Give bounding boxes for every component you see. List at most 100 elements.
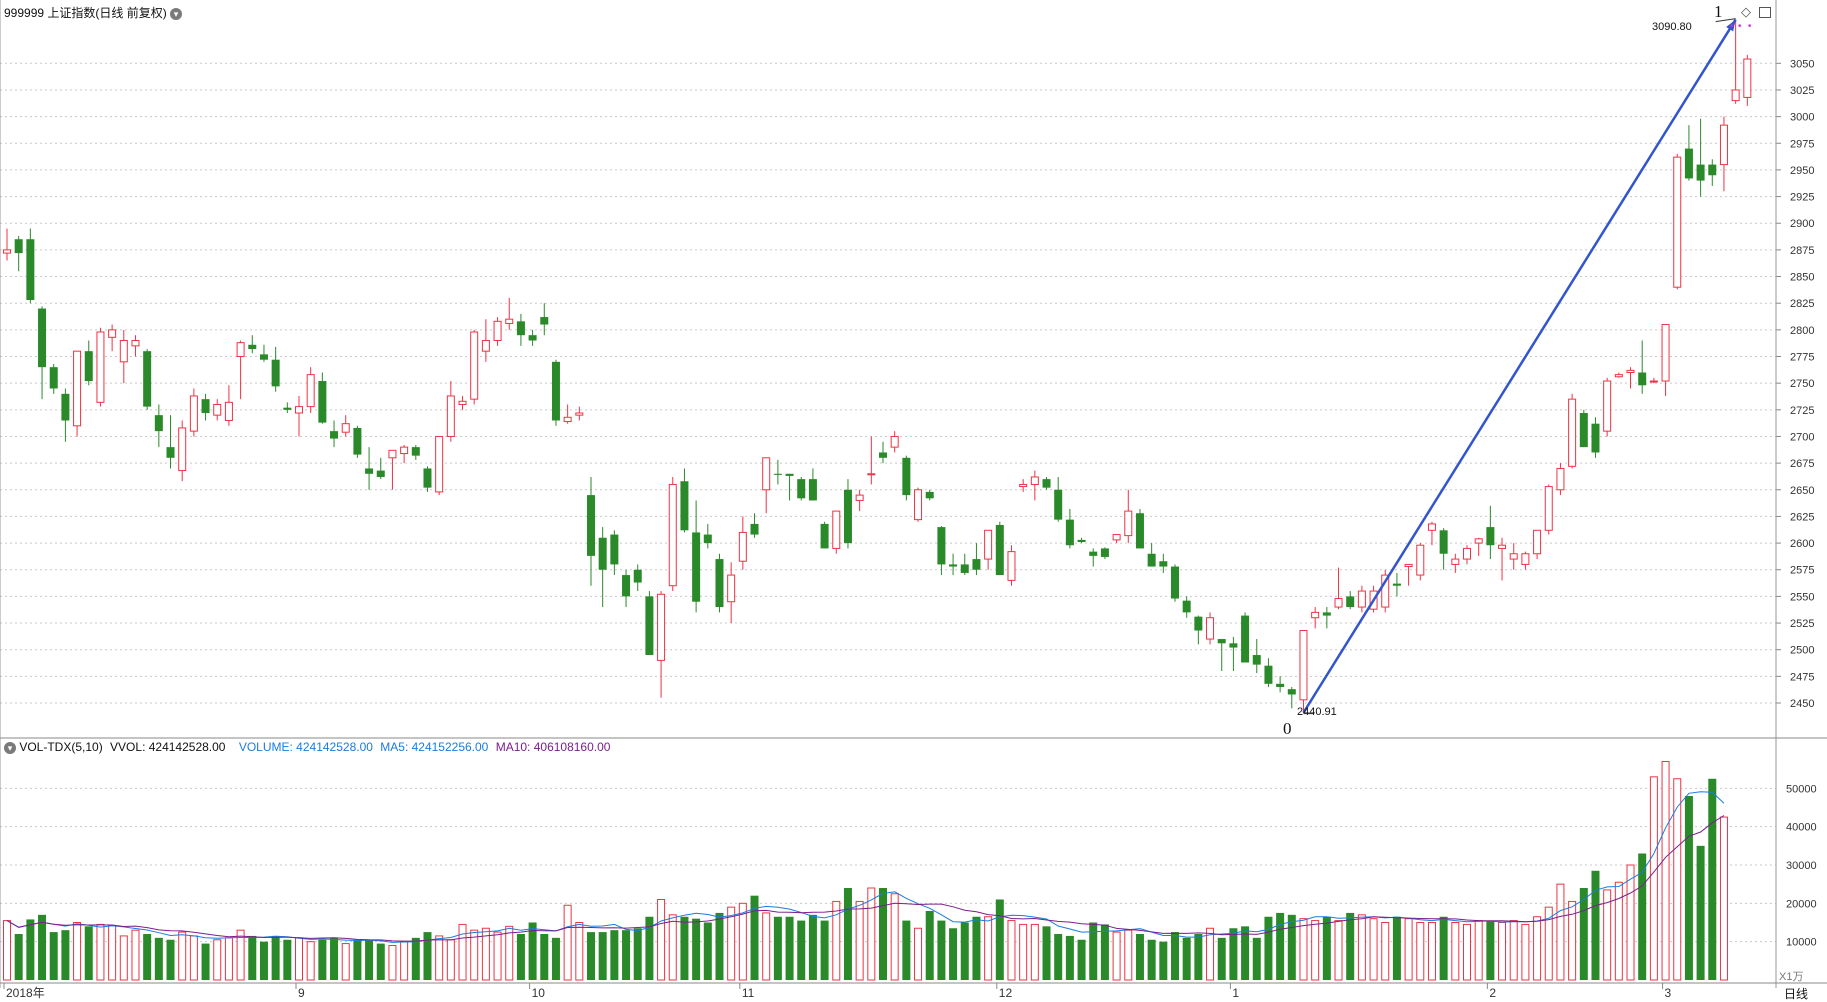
candlestick[interactable] xyxy=(1252,639,1261,674)
candlestick[interactable] xyxy=(388,449,397,490)
candlestick[interactable] xyxy=(832,510,841,554)
candlestick[interactable] xyxy=(423,466,432,492)
candlestick[interactable] xyxy=(1638,340,1647,394)
candlestick[interactable] xyxy=(283,402,292,414)
candlestick[interactable] xyxy=(1381,569,1390,613)
candlestick[interactable] xyxy=(1182,596,1191,618)
candlestick[interactable] xyxy=(773,459,782,485)
candlestick[interactable] xyxy=(84,340,93,386)
candlestick[interactable] xyxy=(108,324,117,352)
candlestick[interactable] xyxy=(937,526,946,576)
candlestick[interactable] xyxy=(715,553,724,613)
candlestick[interactable] xyxy=(633,564,642,592)
candlestick[interactable] xyxy=(224,385,233,426)
candlestick[interactable] xyxy=(890,431,899,453)
candlestick[interactable] xyxy=(540,303,549,336)
candlestick[interactable] xyxy=(1311,607,1320,629)
diamond-icon[interactable]: ◇ xyxy=(1741,4,1751,19)
candlestick[interactable] xyxy=(1521,551,1530,570)
candlestick[interactable] xyxy=(1544,484,1553,535)
candlestick[interactable] xyxy=(1498,537,1507,581)
candlestick[interactable] xyxy=(1264,658,1273,688)
candlestick[interactable] xyxy=(1509,543,1518,570)
candlestick[interactable] xyxy=(668,476,677,592)
candlestick[interactable] xyxy=(493,317,502,346)
candlestick[interactable] xyxy=(1533,529,1542,560)
candlestick[interactable] xyxy=(1486,505,1495,560)
candlestick[interactable] xyxy=(400,445,409,464)
candlestick[interactable] xyxy=(1077,537,1086,544)
candlestick[interactable] xyxy=(575,406,584,421)
candlestick[interactable] xyxy=(1404,563,1413,586)
candlestick[interactable] xyxy=(902,455,911,501)
candlestick[interactable] xyxy=(622,569,631,608)
candlestick[interactable] xyxy=(143,349,152,410)
candlestick[interactable] xyxy=(1357,585,1366,613)
candlestick[interactable] xyxy=(1171,564,1179,602)
candlestick[interactable] xyxy=(213,399,222,421)
candlestick[interactable] xyxy=(867,436,876,485)
candlestick[interactable] xyxy=(820,521,829,549)
trendline-annotation[interactable] xyxy=(1302,18,1751,715)
candlestick[interactable] xyxy=(1474,537,1483,556)
candlestick[interactable] xyxy=(1217,639,1226,672)
candlestick[interactable] xyxy=(1276,676,1285,693)
candlestick[interactable] xyxy=(960,553,969,576)
candlestick[interactable] xyxy=(1451,553,1460,573)
candlestick[interactable] xyxy=(1194,615,1203,645)
candlestick[interactable] xyxy=(703,523,712,549)
candlestick[interactable] xyxy=(925,489,934,501)
candlestick[interactable] xyxy=(879,441,887,464)
candlestick[interactable] xyxy=(610,530,619,576)
candlestick[interactable] xyxy=(259,344,268,362)
candlestick[interactable] xyxy=(1591,417,1600,458)
candlestick[interactable] xyxy=(1334,567,1343,610)
candlestick[interactable] xyxy=(680,468,689,533)
candlestick[interactable] xyxy=(1229,636,1238,672)
candlestick[interactable] xyxy=(1287,687,1296,709)
candlestick[interactable] xyxy=(785,473,794,501)
candlestick[interactable] xyxy=(1299,630,1308,713)
candlestick[interactable] xyxy=(1124,489,1133,544)
candlestick[interactable] xyxy=(1206,612,1215,645)
trendline[interactable] xyxy=(1302,18,1737,714)
candlestick[interactable] xyxy=(411,445,420,460)
candlestick[interactable] xyxy=(1392,572,1401,597)
candlestick[interactable] xyxy=(1568,393,1577,469)
candlestick[interactable] xyxy=(178,420,187,482)
candlestick[interactable] xyxy=(1054,476,1063,522)
candlestick[interactable] xyxy=(271,346,280,392)
candlestick[interactable] xyxy=(1159,553,1168,573)
candlestick[interactable] xyxy=(1743,54,1752,106)
candlestick[interactable] xyxy=(808,468,817,501)
candlestick[interactable] xyxy=(1100,547,1109,560)
candlestick[interactable] xyxy=(1614,372,1623,378)
candlestick[interactable] xyxy=(505,297,514,330)
candlestick[interactable] xyxy=(435,435,444,496)
chevron-down-icon[interactable]: ▾ xyxy=(4,741,16,754)
candlestick[interactable] xyxy=(481,319,490,362)
candlestick[interactable] xyxy=(166,415,175,469)
period-button[interactable]: 日线 xyxy=(1784,987,1809,1001)
candlestick[interactable] xyxy=(1241,612,1250,663)
candlestick[interactable] xyxy=(353,425,362,458)
candlestick[interactable] xyxy=(972,543,981,576)
candlestick[interactable] xyxy=(1708,159,1717,186)
candlestick[interactable] xyxy=(762,457,771,514)
candlestick[interactable] xyxy=(1322,607,1331,629)
candlestick[interactable] xyxy=(1673,153,1682,290)
candlestick[interactable] xyxy=(1661,324,1670,396)
candlestick[interactable] xyxy=(26,228,35,304)
candlestick[interactable] xyxy=(1696,118,1705,197)
candlestick[interactable] xyxy=(1112,534,1121,544)
candlestick[interactable] xyxy=(563,404,572,424)
candlestick[interactable] xyxy=(38,306,47,400)
candlestick[interactable] xyxy=(306,367,315,414)
candlestick[interactable] xyxy=(1007,545,1016,586)
candlestick[interactable] xyxy=(376,457,385,480)
candlestick[interactable] xyxy=(201,393,210,421)
candlestick[interactable] xyxy=(727,562,736,624)
panel-toggle-icon[interactable] xyxy=(1758,7,1771,19)
candlestick[interactable] xyxy=(551,359,560,426)
candlestick[interactable] xyxy=(750,513,759,538)
